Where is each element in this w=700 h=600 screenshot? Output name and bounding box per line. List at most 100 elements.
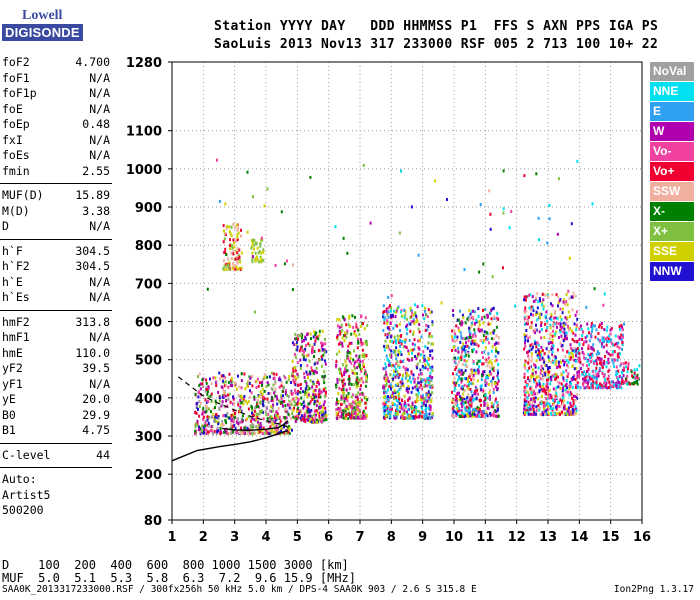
echo-point — [461, 371, 464, 375]
echo-point — [568, 328, 571, 332]
echo-point — [391, 401, 394, 405]
echo-point — [313, 400, 316, 403]
echo-point — [473, 411, 476, 415]
echo-point — [297, 412, 300, 415]
echo-point — [514, 304, 517, 308]
echo-point — [257, 384, 260, 388]
echo-point — [581, 347, 583, 351]
echo-point — [586, 370, 589, 374]
echo-point — [596, 385, 598, 389]
echo-point — [244, 418, 247, 422]
echo-point — [234, 412, 236, 415]
echo-point — [383, 348, 386, 352]
echo-point — [311, 348, 314, 352]
echo-point — [492, 337, 495, 341]
echo-point — [392, 363, 395, 367]
echo-point — [405, 317, 408, 321]
echo-point — [225, 384, 228, 388]
echo-point — [538, 354, 541, 358]
echo-point — [562, 370, 565, 374]
echo-point — [229, 400, 232, 404]
echo-point — [478, 408, 481, 412]
echo-point — [338, 386, 341, 390]
echo-point — [388, 396, 391, 400]
echo-point — [546, 407, 549, 411]
echo-point — [464, 337, 467, 341]
param-value: N/A — [89, 148, 110, 162]
lowell-digisonde-logo: Lowell DIGISONDE — [2, 8, 83, 44]
echo-point — [347, 323, 350, 327]
echo-point — [527, 412, 530, 416]
echo-point — [395, 407, 398, 411]
echo-point — [477, 368, 479, 372]
echo-point — [270, 420, 273, 424]
echo-point — [554, 322, 557, 326]
echo-point — [390, 353, 393, 357]
echo-point — [487, 382, 490, 386]
param-separator — [0, 238, 112, 240]
echo-point — [425, 407, 427, 411]
echo-point — [541, 349, 544, 352]
echo-point — [413, 380, 416, 384]
echo-point — [542, 304, 545, 308]
echo-point — [313, 413, 316, 417]
echo-point — [592, 347, 595, 351]
echo-point — [569, 351, 572, 355]
echo-point — [539, 384, 542, 388]
echo-point — [486, 396, 489, 400]
echo-point — [385, 390, 388, 394]
echo-point — [221, 419, 224, 423]
echo-point — [307, 414, 310, 418]
echo-point — [544, 372, 547, 376]
echo-point — [234, 267, 237, 271]
echo-point — [396, 324, 399, 328]
echo-point — [560, 382, 563, 386]
echo-point — [542, 404, 545, 408]
echo-point — [486, 360, 489, 364]
echo-point — [403, 394, 406, 398]
echo-point — [395, 412, 398, 416]
echo-point — [229, 244, 232, 247]
echo-point — [572, 358, 575, 362]
echo-point — [205, 410, 208, 414]
echo-point — [240, 372, 243, 376]
echo-point — [363, 355, 366, 359]
echo-point — [339, 371, 341, 375]
echo-point — [318, 389, 321, 393]
echo-point — [615, 365, 618, 369]
echo-point — [260, 425, 263, 429]
echo-point — [466, 352, 469, 356]
echo-point — [361, 367, 364, 371]
echo-point — [398, 322, 401, 326]
echo-point — [206, 388, 208, 391]
echo-point — [459, 340, 462, 344]
echo-point — [230, 426, 233, 430]
echo-point — [459, 309, 461, 313]
echo-point — [554, 309, 557, 313]
echo-point — [223, 264, 226, 268]
echo-point — [206, 390, 209, 393]
echo-point — [466, 344, 469, 348]
param-separator — [0, 183, 112, 184]
echo-point — [463, 398, 466, 401]
echo-point — [310, 366, 313, 370]
param-separator — [0, 309, 112, 311]
echo-point — [555, 293, 558, 297]
ordinary-trace — [222, 420, 289, 432]
echo-point — [551, 304, 554, 308]
echo-point — [236, 257, 239, 261]
echo-point — [352, 326, 355, 329]
echo-point — [282, 394, 284, 398]
echo-point — [550, 377, 553, 381]
echo-point — [321, 348, 324, 351]
echo-point — [402, 384, 405, 388]
echo-point — [228, 267, 231, 271]
echo-point — [341, 328, 344, 332]
echo-point — [502, 169, 505, 173]
y-tick-label: 1280 — [126, 56, 162, 71]
echo-point — [549, 341, 552, 344]
echo-point — [385, 400, 388, 404]
echo-point — [393, 414, 395, 418]
echo-point — [526, 350, 529, 354]
echo-point — [383, 409, 386, 413]
